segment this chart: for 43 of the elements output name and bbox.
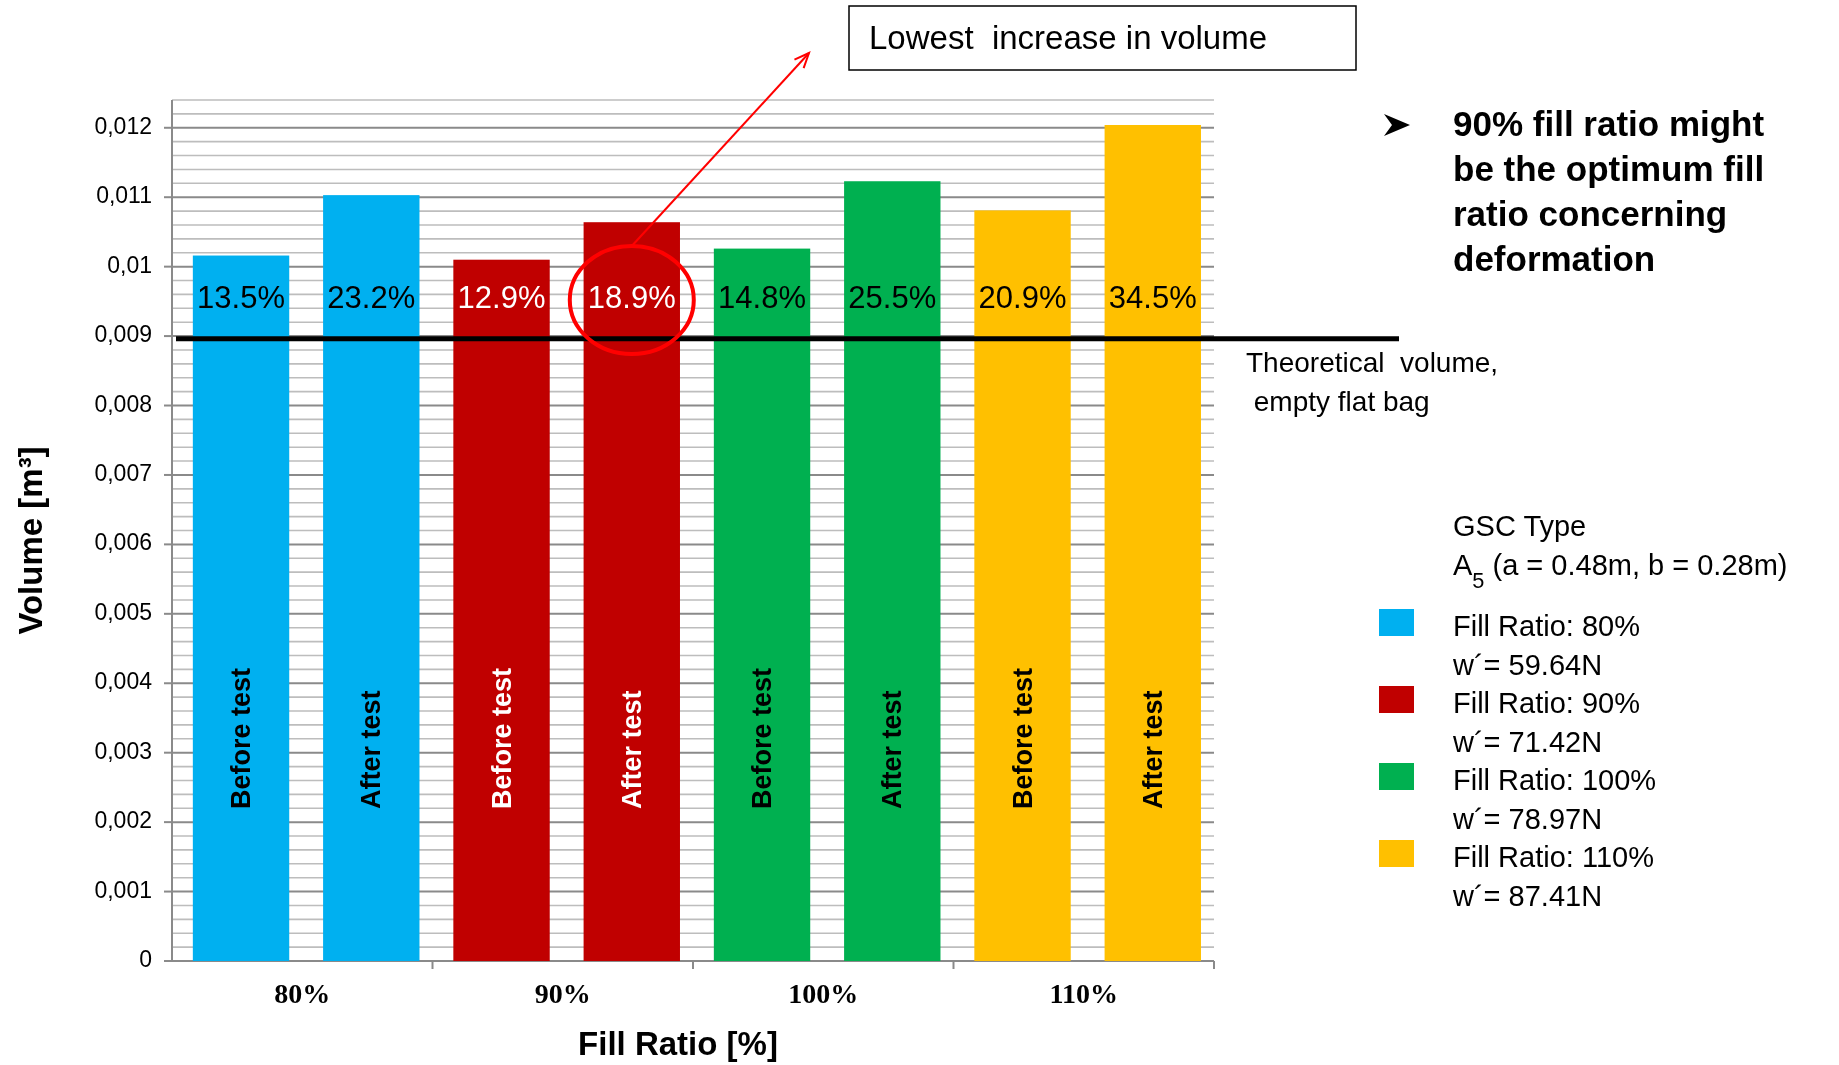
text: Fill Ratio: 110% w´= 87.41N [1452,841,1654,912]
text: 90% fill ratio might be the optimum fill ratio concerning deformation [1453,104,1765,278]
y-tick-label: 0,01 [107,251,152,278]
annotation: 34.5% [1108,280,1197,316]
text: After test [1137,690,1168,809]
series-label: Before test [747,667,778,809]
y-tick-label: 0,003 [94,737,152,764]
annotation: 20.9% [978,280,1067,316]
annotation: 13.5% [197,280,285,316]
annotation: 12.9% [457,280,546,316]
text: Before test [486,667,517,809]
annotation: 18.9% [587,280,676,316]
text: Fill Ratio: 90% w´= 71.42N [1452,687,1640,758]
legend-title: GSC Type A$_{5}$ (a = 0.48m, b = 0.28m) [1453,510,1788,593]
y-tick-label: 0,004 [94,668,153,695]
text: Before test [226,667,257,809]
ref-line-label: Theoretical volume, empty flat bag [1246,346,1499,417]
text: After test [356,690,387,809]
annotation: 23.2% [327,280,416,316]
text: After test [877,690,908,809]
y-tick-label: 0,006 [94,529,152,556]
y-tick-label: 0,011 [96,182,152,209]
text: Fill Ratio: 100% w´= 78.97N [1452,764,1657,835]
y-tick-label: 0 [139,946,152,973]
y-tick-label: 0,007 [94,460,152,487]
y-tick-label: 0,002 [94,807,152,834]
series-label: After test [616,690,647,809]
y-tick-label: 0,012 [94,112,152,139]
text: Before test [1007,667,1038,809]
x-tick-label: 90% [534,978,591,1010]
text: Lowest increase in volume [869,19,1268,56]
text: Fill Ratio: 80% w´= 59.64N [1452,610,1640,681]
y-tick-label: 0,005 [94,598,152,625]
y-tick-label: 0,008 [94,390,152,417]
x-tick-label: 80% [274,978,331,1010]
annotation: 14.8% [718,280,806,316]
y-tick-label: 0,001 [94,876,152,903]
y-axis-title: Volume [m³] [12,446,49,635]
x-tick-label: 100% [788,978,859,1010]
y-tick-label: 0,009 [94,321,152,348]
x-axis-title: Fill Ratio [%] [578,1025,778,1062]
annotation: 25.5% [848,280,937,316]
x-tick-label: 110% [1049,978,1118,1010]
